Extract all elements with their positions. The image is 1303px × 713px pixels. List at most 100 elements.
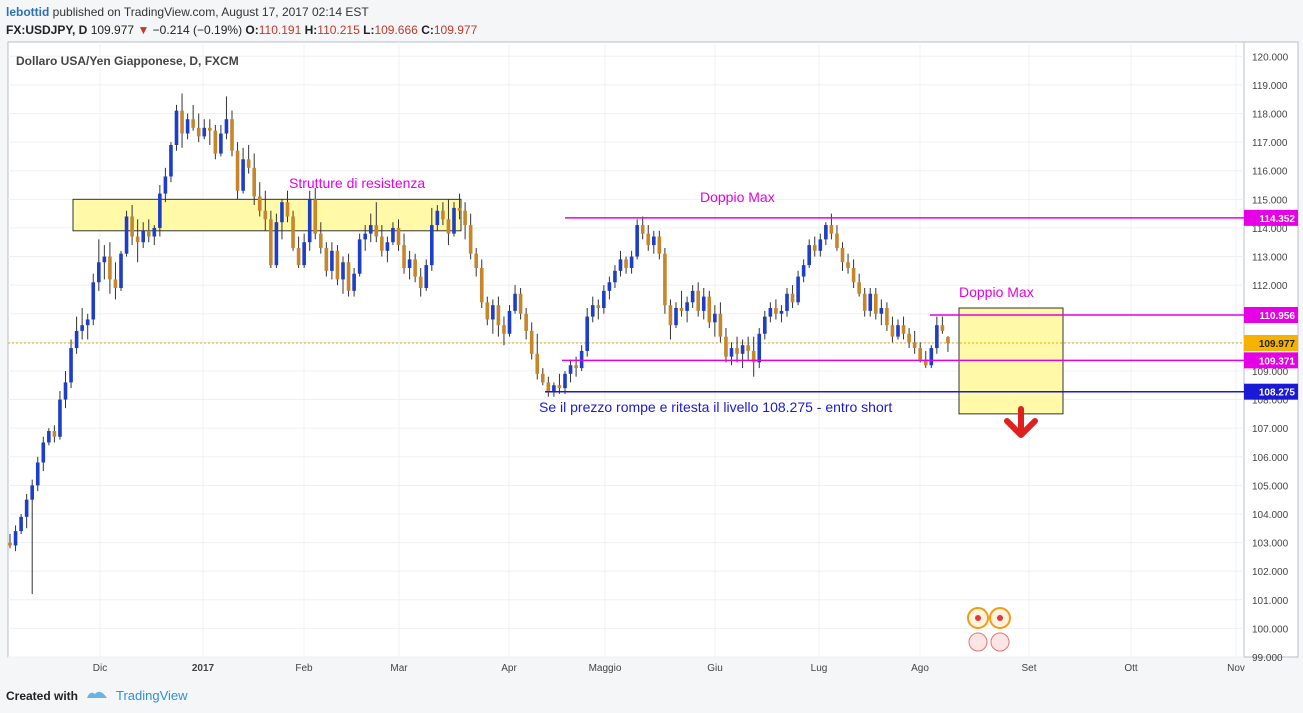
candle-body xyxy=(24,499,29,517)
candle-body xyxy=(513,293,517,311)
candle-body xyxy=(946,336,950,344)
candle-body xyxy=(324,247,329,271)
grid xyxy=(8,42,1244,658)
low-label: L: xyxy=(363,23,375,37)
symbol-line: FX:USDJPY, D 109.977 ▼ −0.214 (−0.19%) O… xyxy=(6,22,477,38)
candle-body xyxy=(707,296,712,323)
price-tag-label: 114.352 xyxy=(1259,214,1295,225)
candle-body xyxy=(452,207,456,234)
candle-body xyxy=(280,202,284,223)
candle-body xyxy=(529,330,534,354)
candle-body xyxy=(91,282,96,320)
y-tick-label: 103.000 xyxy=(1252,539,1289,550)
candle-body xyxy=(485,302,490,320)
candle-body xyxy=(935,325,939,349)
y-tick-label: 101.000 xyxy=(1252,596,1289,607)
candle-body xyxy=(585,316,589,351)
candle-body xyxy=(113,279,118,288)
price-tag xyxy=(1244,383,1298,400)
price-change: −0.214 (−0.19%) xyxy=(152,23,243,37)
candle-body xyxy=(846,262,850,268)
candle-body xyxy=(607,282,612,291)
candle-body xyxy=(230,119,234,151)
candle-body xyxy=(923,359,928,366)
candle-body xyxy=(568,365,573,374)
candle-body xyxy=(502,325,506,334)
price-tag xyxy=(1244,352,1298,369)
candle-body xyxy=(235,150,240,191)
candle-body xyxy=(441,210,445,220)
candle-body xyxy=(135,236,140,243)
y-tick-label: 119.000 xyxy=(1252,81,1288,92)
candle-body xyxy=(119,253,123,288)
candle-body xyxy=(879,308,884,314)
candle-body xyxy=(446,219,451,234)
candle-body xyxy=(307,199,312,243)
candle-body xyxy=(901,325,906,334)
candle-body xyxy=(685,302,689,311)
candle-body xyxy=(241,159,245,191)
candle-body xyxy=(851,267,856,283)
candle-body xyxy=(768,308,773,317)
candle-body xyxy=(552,385,556,391)
candle-body xyxy=(713,313,717,323)
candle-body xyxy=(396,227,401,246)
open-value: 110.191 xyxy=(258,23,302,37)
candle-body xyxy=(590,305,595,317)
candle-body xyxy=(202,127,207,137)
candle-body xyxy=(868,293,873,311)
candle-body xyxy=(940,325,945,331)
candle-body xyxy=(724,336,728,357)
x-axis: Dic 2017 Feb Mar Apr Maggio Giu Lug Ago Set Ott Nov xyxy=(93,663,1245,674)
x-tick-label: Mar xyxy=(390,663,408,674)
tradingview-logo-icon[interactable] xyxy=(86,688,108,703)
author-link[interactable]: lebottid xyxy=(6,5,50,19)
candle-body xyxy=(774,308,778,314)
annotation-zones xyxy=(8,198,1244,415)
events-icon[interactable] xyxy=(967,607,1011,652)
symbol[interactable]: FX:USDJPY, D xyxy=(6,23,88,37)
candle-body xyxy=(885,308,889,326)
candle-body xyxy=(840,247,845,263)
candle-body xyxy=(524,313,528,331)
candle-body xyxy=(124,216,129,254)
candle-body xyxy=(30,485,34,500)
y-tick-label: 102.000 xyxy=(1252,567,1289,578)
candle-body xyxy=(829,225,834,234)
candle-body xyxy=(47,431,51,443)
x-tick-label: Lug xyxy=(811,663,828,674)
candle-body xyxy=(491,305,495,320)
candle-body xyxy=(874,293,878,314)
open-label: O: xyxy=(245,23,259,37)
y-tick-label: 110.000 xyxy=(1252,338,1288,349)
candle-body xyxy=(635,225,639,257)
candle-body xyxy=(646,233,651,246)
candle-body xyxy=(52,431,57,437)
y-tick-label: 118.000 xyxy=(1252,110,1288,121)
candle-body xyxy=(796,276,800,303)
price-labels: 114.352 110.956 109.977 109.371 108.275 xyxy=(1244,209,1298,400)
tradingview-link[interactable]: TradingView xyxy=(116,688,188,703)
candle-body xyxy=(219,133,223,154)
candle-body xyxy=(285,202,290,217)
candle-body xyxy=(130,216,134,237)
candle-body xyxy=(335,250,340,280)
candle-body xyxy=(812,245,817,251)
candle-body xyxy=(763,316,767,334)
y-tick-label: 117.000 xyxy=(1252,138,1288,149)
candle-body xyxy=(296,247,301,266)
price-tag-label: 109.977 xyxy=(1259,339,1296,350)
annotation-text: Doppio Max xyxy=(959,284,1034,300)
candle-body xyxy=(330,250,334,271)
y-tick-label: 120.000 xyxy=(1252,52,1289,63)
candle-body xyxy=(430,225,434,266)
candle-body xyxy=(246,159,251,168)
candle-body xyxy=(213,130,218,154)
candle-body xyxy=(912,342,917,349)
candle-body xyxy=(302,242,306,266)
candle-body xyxy=(907,333,911,343)
candle-body xyxy=(263,210,268,220)
price-axis xyxy=(1243,41,1299,658)
candle-body xyxy=(857,282,861,294)
